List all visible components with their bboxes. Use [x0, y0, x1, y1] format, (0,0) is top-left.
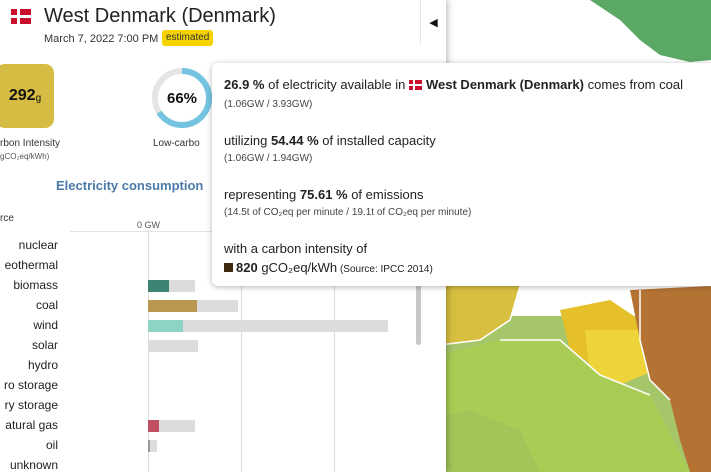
consumption-chart: nuclear eothermal biomass coal wind sola… [0, 230, 421, 472]
tooltip-emissions-sub: (14.5t of CO₂eq per minute / 19.1t of CO… [224, 207, 472, 218]
production-bar-gas[interactable] [148, 420, 159, 432]
carbon-intensity-sublabel: gCO₂eq/kWh) [0, 152, 50, 161]
row-label-hydro-storage: ro storage [3, 378, 58, 392]
tooltip-emissions-pre: representing [224, 187, 300, 202]
gridline [334, 230, 335, 472]
tooltip-capacity-pct: 54.44 % [270, 133, 319, 148]
source-column-header: rce [0, 213, 14, 224]
low-carbon-ring[interactable] [150, 66, 214, 130]
row-label-nuclear: nuclear [18, 238, 58, 252]
section-title: Electricity consumption [56, 178, 204, 193]
tooltip-share-text: of electricity available in [264, 77, 409, 92]
panel-header: West Denmark (Denmark) March 7, 2022 7:0… [0, 0, 446, 50]
low-carbon-label: Low-carbo [153, 138, 200, 149]
carbon-intensity-label: rbon Intensity [0, 138, 61, 149]
axis-zero-label: 0 GW [137, 220, 161, 230]
capacity-bar-oil[interactable] [148, 440, 157, 452]
row-label-hydro: hydro [27, 358, 58, 372]
production-bar-oil[interactable] [148, 440, 150, 452]
row-label-geothermal: eothermal [4, 258, 58, 272]
low-carbon-value: 66% [166, 89, 198, 107]
tooltip-capacity-line: utilizing 54.44 % of installed capacity [224, 133, 436, 148]
estimated-badge: estimated [162, 30, 214, 46]
zone-datetime: March 7, 2022 7:00 PM [44, 33, 159, 45]
row-label-gas: atural gas [5, 418, 58, 432]
tooltip-share-pct: 26.9 % [224, 77, 265, 92]
row-label-oil: oil [45, 438, 58, 452]
tooltip-capacity-sub: (1.06GW / 1.94GW) [224, 153, 313, 164]
tooltip-capacity-end: of installed capacity [318, 133, 436, 148]
gridline [241, 230, 242, 472]
tooltip-intensity-source: (Source: IPCC 2014) [337, 264, 433, 275]
tooltip-intensity-value-line: 820 gCO₂eq/kWh (Source: IPCC 2014) [224, 260, 433, 275]
row-label-solar: solar [31, 338, 58, 352]
tooltip-intensity-value: 820 [236, 260, 258, 275]
row-label-unknown: unknown [9, 458, 58, 472]
collapse-panel-button[interactable]: ◀ [421, 0, 446, 44]
production-bar-wind[interactable] [148, 320, 183, 332]
tooltip-share-sub: (1.06GW / 3.93GW) [224, 99, 313, 110]
chevron-left-icon: ◀ [429, 16, 438, 29]
tooltip-emissions-pct: 75.61 % [299, 187, 348, 202]
region-sweden[interactable] [590, 0, 711, 62]
denmark-flag-icon [11, 9, 31, 24]
production-tooltip: 26.9 % of electricity available in West … [212, 63, 711, 286]
header-divider [420, 0, 421, 44]
tooltip-emissions-line: representing 75.61 % of emissions [224, 187, 423, 202]
capacity-bar-gas[interactable] [148, 420, 195, 432]
production-bar-biomass[interactable] [148, 280, 169, 292]
tooltip-share-end: comes from coal [583, 77, 683, 92]
capacity-bar-solar[interactable] [148, 340, 198, 352]
panel-scrollbar[interactable] [416, 230, 421, 345]
tooltip-intensity-unit: gCO₂eq/kWh [257, 260, 338, 275]
tooltip-zone-name: West Denmark (Denmark) [426, 77, 584, 92]
zone-title: West Denmark (Denmark) [44, 5, 276, 27]
carbon-intensity-box[interactable]: 292 g [0, 64, 54, 128]
row-label-wind: wind [33, 318, 58, 332]
region-germany[interactable] [630, 286, 711, 472]
row-label-biomass: biomass [13, 278, 58, 292]
carbon-intensity-value: 292 [8, 87, 36, 104]
row-label-coal: coal [35, 298, 58, 312]
capacity-bar-wind[interactable] [148, 320, 388, 332]
tooltip-emissions-end: of emissions [347, 187, 424, 202]
carbon-intensity-unit: g [35, 93, 42, 104]
region-belgium[interactable] [585, 330, 655, 385]
row-label-battery-storage: ry storage [4, 398, 58, 412]
tooltip-intensity-line: with a carbon intensity of [224, 241, 368, 256]
carbon-color-swatch [224, 263, 233, 272]
production-bar-coal[interactable] [148, 300, 197, 312]
denmark-flag-icon [409, 80, 422, 90]
tooltip-capacity-pre: utilizing [224, 133, 271, 148]
tooltip-share-line: 26.9 % of electricity available in West … [224, 77, 683, 92]
